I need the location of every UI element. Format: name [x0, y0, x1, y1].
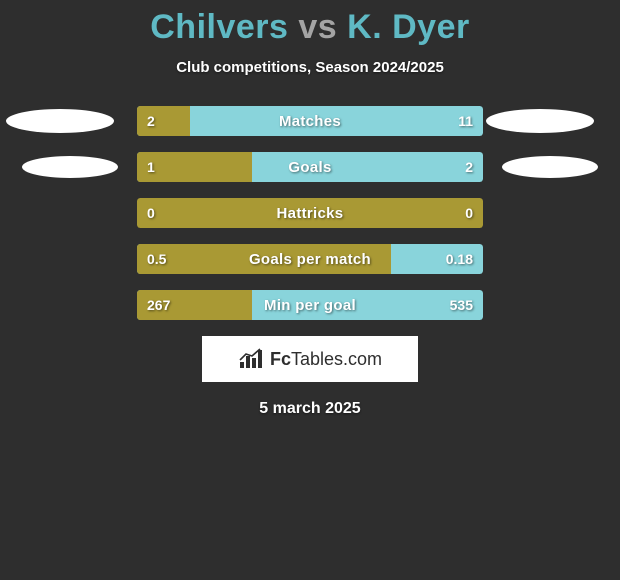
logo-prefix: Fc [270, 349, 291, 369]
date-text: 5 march 2025 [0, 400, 620, 418]
logo-text: FcTables.com [270, 349, 382, 370]
avatar-placeholder [22, 156, 118, 178]
subtitle: Club competitions, Season 2024/2025 [0, 59, 620, 76]
stat-row: 0.50.18Goals per match [137, 244, 483, 274]
bars-container: 211Matches 12Goals 00Hattricks 0.50.18Goals… [137, 106, 483, 320]
fctables-logo: FcTables.com [202, 336, 418, 382]
stat-label: Hattricks [137, 198, 483, 228]
stat-row: 211Matches [137, 106, 483, 136]
player1-name: Chilvers [150, 8, 288, 46]
avatar-placeholder [502, 156, 598, 178]
stat-label: Min per goal [137, 290, 483, 320]
logo-main: Tables [291, 349, 343, 369]
stat-row: 12Goals [137, 152, 483, 182]
stat-label: Goals per match [137, 244, 483, 274]
stats-stage: 211Matches 12Goals 00Hattricks 0.50.18Goals… [0, 106, 620, 320]
player2-name: K. Dyer [347, 8, 470, 46]
vs-text: vs [298, 8, 337, 46]
stat-row: 267535Min per goal [137, 290, 483, 320]
stat-row: 00Hattricks [137, 198, 483, 228]
comparison-title: Chilvers vs K. Dyer [0, 0, 620, 47]
stat-label: Goals [137, 152, 483, 182]
stat-label: Matches [137, 106, 483, 136]
avatar-placeholder [6, 109, 114, 133]
avatar-placeholder [486, 109, 594, 133]
logo-suffix: .com [343, 349, 382, 369]
bar-chart-icon [238, 348, 264, 370]
